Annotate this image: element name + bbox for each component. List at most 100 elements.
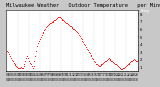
Point	[117, 66, 120, 68]
Point	[120, 68, 123, 70]
Point	[56, 17, 58, 19]
Point	[20, 67, 23, 68]
Point	[83, 43, 85, 45]
Point	[98, 65, 101, 67]
Point	[104, 61, 106, 62]
Point	[66, 23, 68, 24]
Point	[17, 67, 20, 68]
Point	[88, 52, 91, 54]
Point	[15, 65, 18, 67]
Point	[114, 63, 116, 64]
Point	[99, 65, 102, 66]
Point	[26, 55, 28, 57]
Point	[61, 19, 64, 20]
Point	[76, 31, 78, 32]
Point	[105, 60, 107, 61]
Point	[75, 30, 77, 32]
Point	[124, 66, 126, 68]
Point	[59, 17, 62, 19]
Point	[82, 42, 85, 43]
Point	[51, 21, 54, 23]
Point	[27, 58, 29, 59]
Point	[42, 31, 45, 32]
Point	[110, 60, 113, 61]
Point	[112, 62, 114, 63]
Point	[40, 34, 43, 35]
Point	[48, 23, 51, 24]
Point	[123, 67, 125, 68]
Point	[73, 29, 76, 30]
Point	[8, 53, 10, 55]
Point	[23, 63, 26, 64]
Point	[77, 33, 79, 34]
Point	[87, 49, 89, 51]
Point	[84, 45, 86, 46]
Point	[31, 67, 34, 68]
Point	[108, 58, 111, 60]
Point	[30, 64, 32, 65]
Point	[80, 39, 83, 40]
Point	[97, 65, 100, 67]
Point	[57, 17, 59, 18]
Point	[59, 17, 61, 18]
Point	[49, 22, 52, 23]
Point	[69, 26, 72, 27]
Point	[116, 65, 118, 66]
Point	[34, 55, 37, 57]
Point	[91, 57, 94, 58]
Point	[94, 62, 96, 63]
Point	[131, 60, 133, 61]
Point	[130, 61, 132, 62]
Point	[60, 18, 63, 19]
Point	[65, 22, 67, 23]
Point	[86, 48, 88, 49]
Point	[14, 65, 17, 66]
Point	[129, 62, 132, 63]
Point	[106, 58, 109, 60]
Point	[38, 40, 40, 42]
Point	[29, 62, 31, 64]
Point	[55, 18, 57, 19]
Point	[95, 63, 97, 64]
Point	[128, 62, 131, 64]
Point	[89, 54, 92, 55]
Point	[92, 58, 95, 60]
Point	[33, 61, 36, 62]
Point	[126, 64, 129, 65]
Point	[62, 20, 65, 21]
Text: Milwaukee Weather   Outdoor Temperature   per Minute   (24 Hours): Milwaukee Weather Outdoor Temperature pe…	[6, 3, 160, 8]
Point	[68, 25, 71, 26]
Point	[48, 23, 50, 25]
Point	[43, 30, 46, 31]
Point	[107, 58, 110, 59]
Point	[28, 60, 30, 61]
Point	[115, 64, 117, 65]
Point	[116, 65, 119, 67]
Point	[96, 65, 99, 66]
Point	[74, 30, 76, 31]
Point	[52, 20, 55, 22]
Point	[125, 65, 128, 66]
Point	[68, 24, 70, 26]
Point	[9, 55, 11, 57]
Point	[78, 36, 81, 37]
Point	[20, 66, 22, 68]
Point	[13, 63, 16, 64]
Point	[37, 42, 39, 44]
Point	[58, 17, 60, 18]
Point	[119, 68, 122, 69]
Point	[45, 26, 48, 28]
Point	[85, 46, 87, 48]
Point	[32, 65, 35, 67]
Point	[53, 20, 56, 21]
Point	[54, 19, 56, 20]
Point	[135, 61, 138, 62]
Point	[50, 21, 53, 23]
Point	[63, 20, 66, 22]
Point	[111, 61, 114, 62]
Point	[64, 21, 67, 23]
Point	[22, 65, 25, 67]
Point	[106, 59, 108, 61]
Point	[102, 62, 104, 64]
Point	[46, 25, 48, 26]
